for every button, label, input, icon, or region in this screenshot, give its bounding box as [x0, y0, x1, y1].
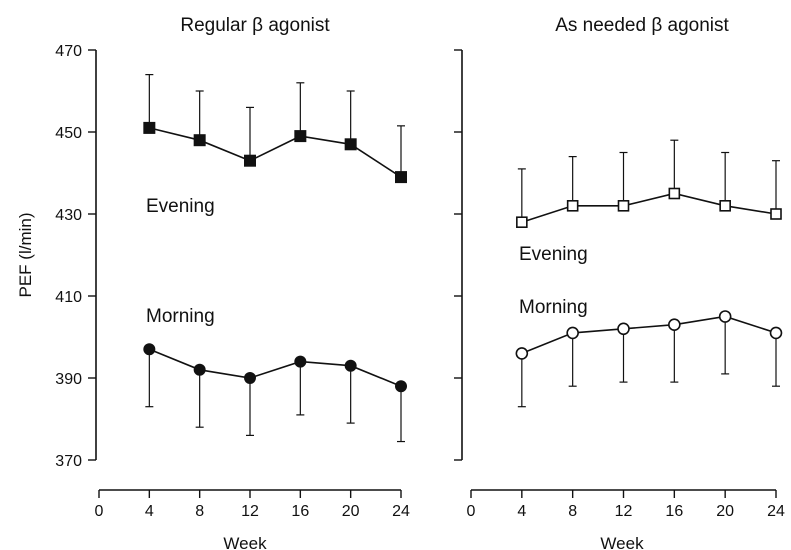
y-tick-label: 370 [55, 453, 82, 470]
series-label-evening: Evening [519, 244, 588, 265]
data-point-circle [395, 380, 407, 393]
series-label-evening: Evening [146, 196, 215, 217]
panel-title-as-needed: As needed β agonist [555, 15, 729, 36]
data-point-square [395, 171, 407, 184]
data-point-circle [294, 355, 307, 368]
y-tick-label: 390 [55, 371, 82, 388]
data-point-circle [515, 347, 529, 360]
series-line-evening [521, 192, 777, 223]
data-point-circle [617, 322, 630, 336]
x-tick-label: 12 [241, 503, 259, 520]
series-line-morning [521, 315, 777, 355]
data-point-square [193, 134, 206, 147]
data-point-circle [143, 343, 156, 356]
x-tick-label: 0 [95, 503, 104, 520]
x-tick-label: 16 [665, 503, 683, 520]
panel-regular: Regular β agonist PEF (l/min) Week 370 39… [16, 15, 410, 550]
panel-as-needed: As needed β agonist Week 0 4 8 12 16 20 24 Eve… [454, 15, 785, 550]
data-point-square [344, 138, 357, 151]
data-point-square [719, 200, 731, 212]
x-tick-label: 8 [195, 503, 204, 520]
data-point-square [143, 121, 156, 134]
data-point-circle [566, 326, 579, 340]
plot-area-as-needed: Evening Morning [515, 139, 783, 408]
axes-regular: 370 390 410 430 450 470 0 4 8 12 16 20 24 [55, 43, 410, 520]
axes-as-needed: 0 4 8 12 16 20 24 [454, 49, 785, 520]
data-point-circle [668, 318, 681, 332]
x-tick-label: 4 [145, 503, 154, 520]
data-point-square [770, 208, 782, 220]
plot-area-regular: Evening Morning [143, 73, 407, 443]
y-tick-label: 410 [55, 289, 82, 306]
series-morning: Morning [515, 297, 783, 408]
x-tick-label: 20 [716, 503, 734, 520]
series-label-morning: Morning [519, 297, 588, 318]
series-morning: Morning [143, 306, 407, 443]
data-point-circle [718, 310, 732, 323]
y-tick-label: 450 [55, 125, 82, 142]
data-point-circle [193, 363, 206, 376]
y-axis-label: PEF (l/min) [16, 213, 35, 298]
x-tick-label: 20 [342, 503, 360, 520]
data-point-square [516, 216, 528, 228]
x-tick-label: 24 [767, 503, 785, 520]
x-axis-label-regular: Week [223, 534, 267, 550]
series-label-morning: Morning [146, 306, 215, 327]
data-point-square [294, 130, 307, 143]
data-point-circle [244, 372, 256, 384]
data-point-square [566, 200, 579, 212]
series-evening: Evening [143, 73, 407, 217]
series-evening: Evening [516, 139, 782, 265]
series-line-morning [148, 348, 402, 387]
data-point-circle [769, 326, 783, 340]
x-tick-label: 0 [467, 503, 476, 520]
x-tick-label: 16 [291, 503, 309, 520]
x-tick-label: 4 [517, 503, 526, 520]
x-axis-label-as-needed: Week [600, 534, 644, 550]
panel-title-regular: Regular β agonist [180, 15, 330, 36]
series-line-evening [149, 127, 402, 178]
x-tick-label: 12 [615, 503, 633, 520]
x-tick-label: 24 [392, 503, 410, 520]
data-point-circle [344, 359, 357, 372]
data-point-square [244, 154, 256, 167]
data-point-square [617, 200, 630, 212]
y-tick-label: 430 [55, 207, 82, 224]
y-tick-label: 470 [55, 43, 82, 60]
x-tick-label: 8 [568, 503, 577, 520]
data-point-square [668, 187, 681, 200]
